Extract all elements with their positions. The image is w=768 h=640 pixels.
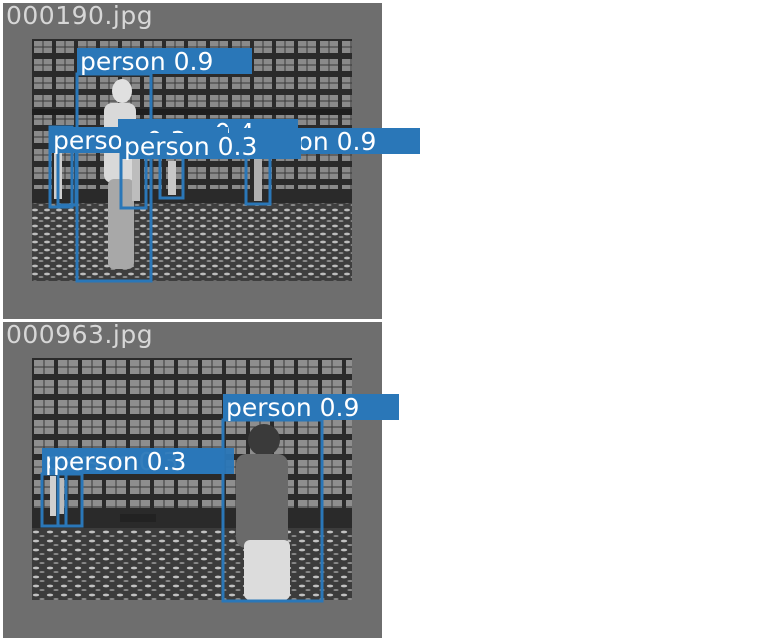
image-panel-1: 000190.jpg <box>3 1 382 319</box>
filename-label: 000963.jpg <box>6 320 154 349</box>
filename-label: 000190.jpg <box>6 1 154 30</box>
photo-thermal-1 <box>32 39 352 281</box>
photo-thermal-2 <box>32 358 352 600</box>
image-panel-2: 000963.jpg <box>3 320 382 638</box>
